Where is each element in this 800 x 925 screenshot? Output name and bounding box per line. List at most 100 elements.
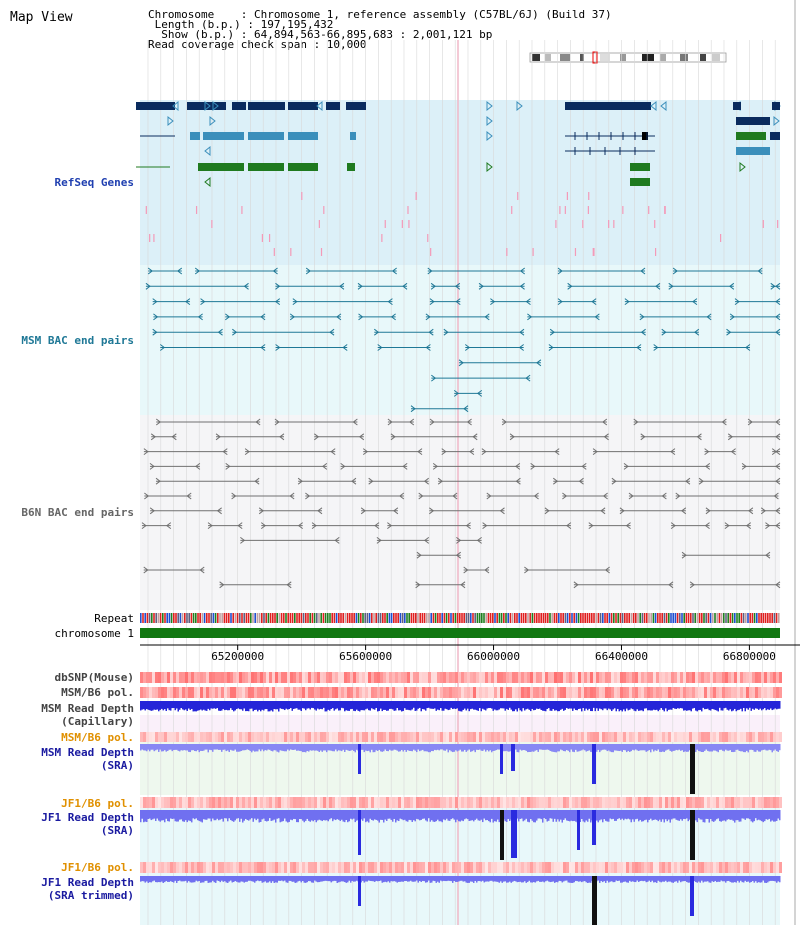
jf1-pol2-cell [575, 862, 578, 873]
jf1-pol-cell [551, 797, 554, 808]
msm-sra-depth [312, 744, 314, 751]
jf1-trim-depth [419, 876, 421, 882]
msm-cap-depth [567, 701, 569, 709]
jf1-pol2-cell [593, 862, 596, 873]
jf1-pol2-cell [398, 862, 401, 873]
track-label-b6n-bac[interactable]: B6N BAC end pairs [21, 506, 134, 519]
repeat-element [217, 613, 219, 623]
jf1-depth [284, 810, 286, 819]
msm-pol-cell [539, 687, 542, 698]
b6n-bac-pair-end [668, 581, 674, 589]
msm-pol2-cell [521, 732, 524, 742]
msm-sra-depth [297, 744, 299, 751]
msm-cap-depth [197, 701, 199, 711]
jf1-trim-depth [555, 876, 557, 883]
msm-pol-cell [524, 687, 527, 698]
jf1-depth [372, 810, 374, 821]
repeat-element [366, 613, 369, 623]
dbsnp-cell [728, 672, 731, 683]
msm-sra-depth [144, 744, 146, 751]
b6n-bac-pair-end [219, 581, 225, 589]
repeat-element [430, 613, 432, 623]
repeat-element [778, 613, 780, 623]
msm-pol2-cell [140, 732, 143, 742]
jf1-depth [554, 810, 556, 819]
repeat-element [421, 613, 424, 623]
msm-pol2-cell [779, 732, 782, 742]
dbsnp-cell [665, 672, 668, 683]
repeat-element [234, 613, 237, 623]
jf1-pol-cell [479, 797, 482, 808]
msm-pol-cell [767, 687, 770, 698]
msm-pol2-cell [677, 732, 680, 742]
msm-pol2-cell [194, 732, 197, 742]
msm-pol2-cell [491, 732, 494, 742]
dbsnp-cell [770, 672, 773, 683]
jf1-pol-cell [296, 797, 299, 808]
jf1-pol2-cell [473, 862, 476, 873]
msm-bac-pair-end [672, 267, 678, 275]
msm-sra-depth [276, 744, 278, 752]
msm-pol2-cell [179, 732, 182, 742]
msm-cap-depth [563, 701, 565, 711]
jf1-depth [150, 810, 152, 821]
repeat-element [223, 613, 226, 623]
msm-pol2-cell [305, 732, 308, 742]
repeat-element [221, 613, 223, 623]
msm-pol2-cell [548, 732, 551, 742]
jf1-trim-depth [432, 876, 434, 881]
jf1-trim-depth [264, 876, 266, 882]
jf1-pol-cell [245, 797, 248, 808]
jf1-depth [140, 810, 142, 823]
b6n-bac-pair-end [171, 433, 177, 441]
jf1-trim-depth [534, 876, 536, 883]
b6n-bac-pair-end [376, 537, 382, 544]
msm-pol2-cell [647, 732, 650, 742]
msm-cap-depth [437, 701, 439, 710]
msm-sra-depth [503, 744, 505, 752]
dbsnp-cell [281, 672, 284, 683]
jf1-pol2-cell [290, 862, 293, 873]
repeat-element [701, 613, 703, 623]
msm-sra-depth [149, 744, 151, 752]
gene-exon [190, 132, 200, 140]
track-label-msm-bac[interactable]: MSM BAC end pairs [21, 334, 134, 347]
jf1-pol-cell [410, 797, 413, 808]
jf1-depth [348, 810, 350, 822]
dbsnp-cell [149, 672, 152, 683]
jf1-depth [738, 810, 740, 822]
gene-exon [288, 102, 318, 110]
pink-mark [593, 248, 595, 256]
msm-sra-depth [227, 744, 229, 751]
msm-cap-depth [329, 701, 331, 711]
msm-sra-depth [360, 744, 362, 750]
msm-sra-depth [372, 744, 374, 753]
msm-cap-depth [402, 701, 404, 711]
jf1-pol2-cell [710, 862, 713, 873]
msm-pol-cell [308, 687, 311, 698]
repeat-element [771, 613, 773, 623]
jf1-depth [395, 810, 397, 823]
repeat-element [364, 613, 366, 623]
dbsnp-cell [206, 672, 209, 683]
track-label-refseq[interactable]: RefSeq Genes [54, 176, 134, 189]
jf1-depth [743, 810, 745, 819]
jf1-trim-depth [278, 876, 280, 881]
msm-cap-depth [629, 701, 631, 710]
jf1-pol2-cell [254, 862, 257, 873]
msm-cap-depth [456, 701, 458, 709]
msm-sra-depth [633, 744, 635, 751]
msm-cap-depth [354, 701, 356, 712]
msm-cap-depth [747, 701, 749, 710]
msm-pol2-cell [338, 732, 341, 742]
jf1-pol-cell [740, 797, 743, 808]
msm-cap-depth [738, 701, 740, 710]
msm-cap-depth [218, 701, 220, 711]
jf1-pol2-cell [359, 862, 362, 873]
jf1-trim-depth [143, 876, 145, 882]
jf1-pol2-cell [206, 862, 209, 873]
msm-cap-depth [768, 701, 770, 710]
repeat-element [452, 613, 454, 623]
msm-cap-depth [774, 701, 776, 709]
msm-pol2-cell [476, 732, 479, 742]
